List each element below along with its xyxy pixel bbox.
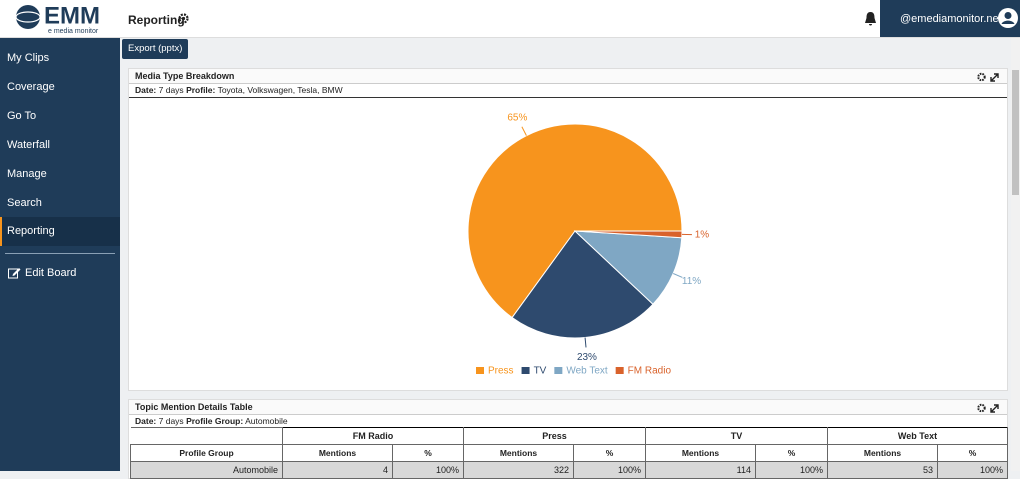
column-header: Profile Group — [131, 445, 283, 462]
table-cell: 100% — [393, 462, 464, 479]
leader-line — [522, 127, 527, 136]
legend-swatch — [554, 367, 562, 374]
scroll-thumb[interactable] — [1012, 70, 1019, 195]
page-title: Reporting — [128, 13, 185, 27]
table-cell: 114 — [646, 462, 756, 479]
panel: Media Type Breakdown Date: 7 days Profil… — [128, 68, 1008, 391]
panel: Topic Mention Details Table Date: 7 days… — [128, 399, 1008, 479]
column-header: Mentions — [464, 445, 574, 462]
panel-title: Media Type Breakdown — [129, 69, 1007, 84]
table-cell: 100% — [574, 462, 646, 479]
column-header: Mentions — [283, 445, 393, 462]
column-header: % — [938, 445, 1008, 462]
data-label: 65% — [507, 112, 527, 123]
scrollbar[interactable] — [1011, 38, 1020, 471]
nav-item[interactable]: Coverage — [0, 73, 120, 102]
sidebar: My Clips Coverage Go To Waterfall Manage… — [0, 38, 120, 471]
top-bar: EMM e media monitor Reporting @emediamon… — [0, 0, 1020, 38]
label: Date: — [135, 416, 156, 426]
nav-item[interactable]: My Clips — [0, 44, 120, 73]
nav-item[interactable]: Search — [0, 189, 120, 218]
nav-item[interactable]: Go To — [0, 102, 120, 131]
panel-tools[interactable] — [977, 72, 1001, 82]
logo-tagline: e media monitor — [48, 28, 99, 35]
legend-swatch — [476, 367, 484, 374]
label: Date: — [135, 85, 156, 95]
column-header: % — [756, 445, 828, 462]
pie-chart: 65% 23% 11% 1% Press TV Web Text FM Radio — [129, 97, 1007, 390]
legend-label: FM Radio — [628, 366, 672, 377]
separator — [5, 253, 115, 254]
data-label: 1% — [695, 230, 710, 241]
column-header: Mentions — [646, 445, 756, 462]
value: Toyota, Volkswagen, Tesla, BMW — [218, 85, 343, 95]
edit-board[interactable]: Edit Board — [18, 259, 118, 288]
legend-label: Web Text — [566, 366, 608, 377]
leader-line — [585, 338, 586, 348]
legend-swatch — [616, 367, 624, 374]
nav-item-active[interactable]: Reporting — [0, 217, 120, 246]
data-label: 11% — [682, 276, 701, 287]
settings-icon[interactable] — [178, 13, 189, 24]
panel-tools[interactable] — [977, 403, 1001, 413]
logo-globe — [16, 5, 40, 29]
logo-mark: EMM — [44, 3, 100, 29]
legend-label: Press — [488, 366, 514, 377]
column-header: Mentions — [828, 445, 938, 462]
table-cell: 4 — [283, 462, 393, 479]
value: 7 days — [159, 85, 184, 95]
group-header: FM Radio — [283, 428, 464, 445]
value: Automobile — [245, 416, 288, 426]
legend-swatch — [522, 367, 530, 374]
group-header: Press — [464, 428, 646, 445]
nav-item[interactable]: Manage — [0, 160, 120, 189]
group-header: Web Text — [828, 428, 1008, 445]
export-button[interactable]: Export (pptx) — [122, 39, 188, 59]
logo[interactable]: EMM e media monitor — [10, 3, 120, 35]
group-header: TV — [646, 428, 828, 445]
panel-title: Topic Mention Details Table — [129, 400, 1007, 415]
column-header: % — [574, 445, 646, 462]
legend-label: TV — [534, 366, 547, 377]
account-name: @emediamonitor.net — [900, 13, 1002, 25]
table-cell: Automobile — [131, 462, 283, 479]
table-cell: 53 — [828, 462, 938, 479]
data-label: 23% — [577, 352, 597, 363]
label: Profile: — [186, 85, 215, 95]
table-cell: 100% — [756, 462, 828, 479]
user-icon — [998, 8, 1018, 28]
nav-item[interactable]: Waterfall — [0, 131, 120, 160]
label: Profile Group: — [186, 416, 243, 426]
column-header: % — [393, 445, 464, 462]
table-cell: 100% — [938, 462, 1008, 479]
table-cell: 322 — [464, 462, 574, 479]
account-box[interactable]: @emediamonitor.net — [880, 0, 1020, 37]
data-table: FM Radio Press TV Web Text Profile Group… — [130, 427, 1008, 479]
bell-icon[interactable] — [864, 11, 877, 27]
value: 7 days — [159, 416, 184, 426]
panel-subtitle: Date: 7 days Profile: Toyota, Volkswagen… — [129, 84, 1007, 98]
